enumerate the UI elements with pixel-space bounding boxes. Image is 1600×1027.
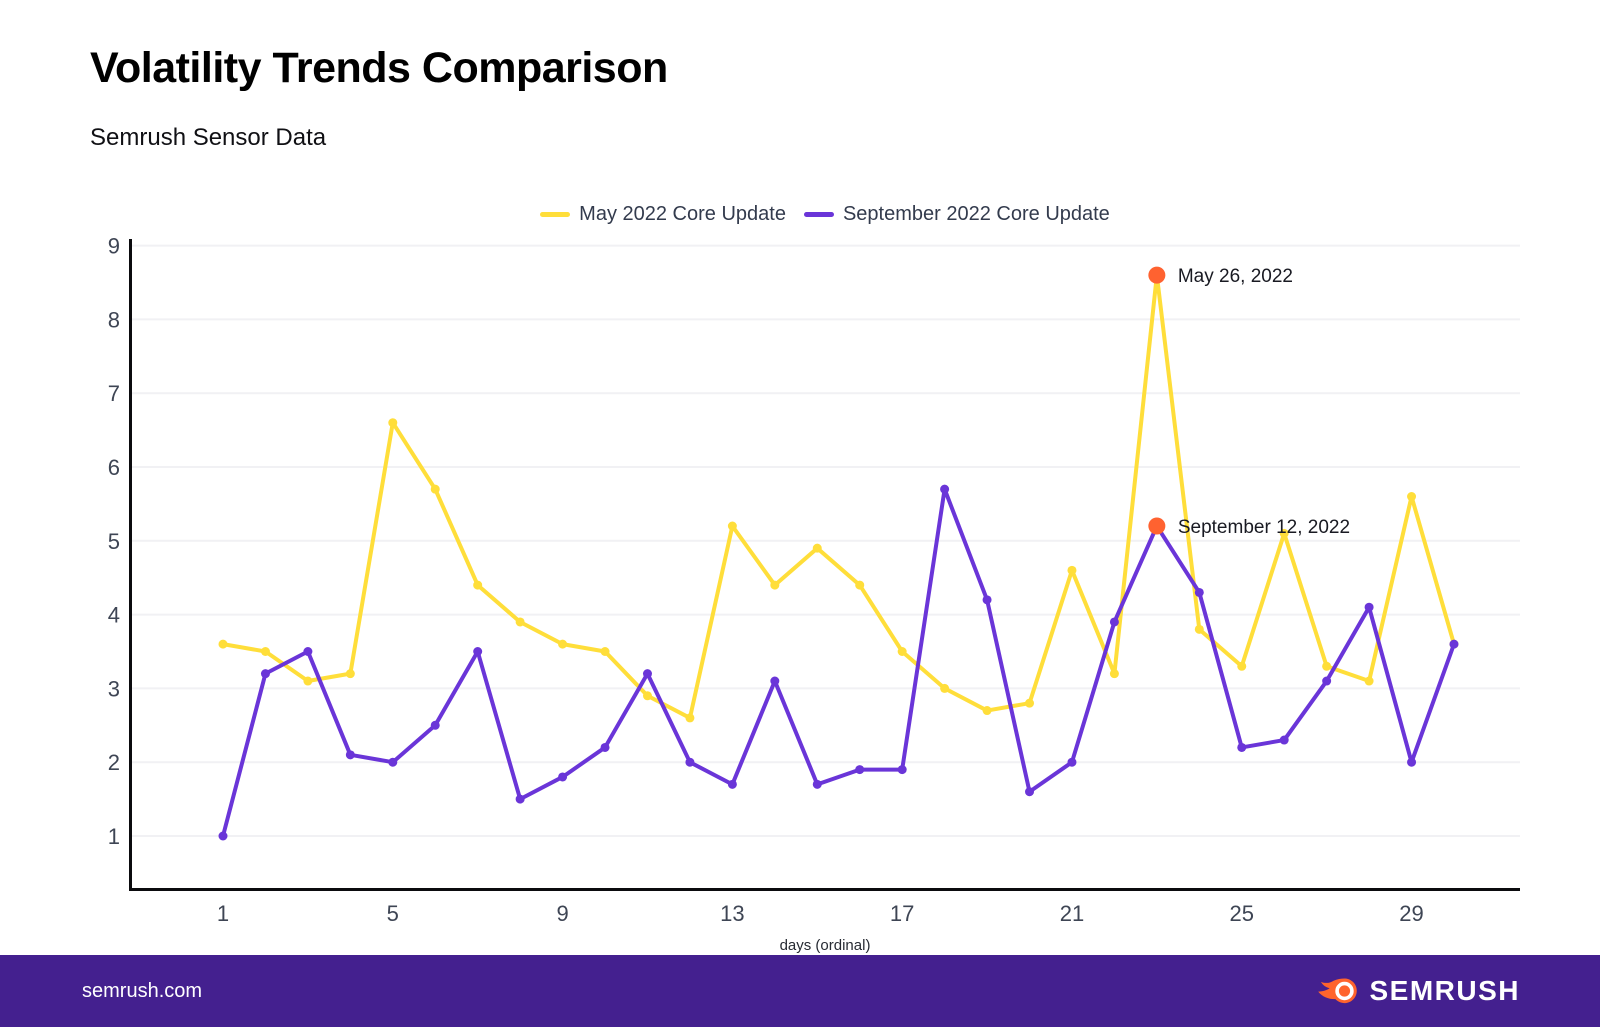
data-point-may-2022-core-update xyxy=(1279,528,1289,538)
data-point-september-2022-core-update xyxy=(982,595,992,605)
data-point-september-2022-core-update xyxy=(1025,787,1035,797)
data-point-may-2022-core-update xyxy=(1322,661,1332,671)
legend-swatch xyxy=(803,212,834,217)
data-point-september-2022-core-update xyxy=(1322,676,1332,686)
data-point-september-2022-core-update xyxy=(770,676,780,686)
footer-url: semrush.com xyxy=(82,979,203,1002)
data-point-may-2022-core-update xyxy=(260,647,270,656)
x-axis-label: 21 xyxy=(1060,901,1084,926)
data-point-september-2022-core-update xyxy=(558,772,568,782)
data-point-september-2022-core-update xyxy=(812,779,822,789)
page-title: Volatility Trends Comparison xyxy=(90,44,668,92)
data-point-september-2022-core-update xyxy=(1194,587,1204,597)
x-axis-label: 1 xyxy=(217,901,229,926)
x-axis-label: 25 xyxy=(1230,901,1254,926)
y-axis-label: 3 xyxy=(108,676,120,701)
x-axis-label: 5 xyxy=(387,901,399,926)
data-point-september-2022-core-update xyxy=(430,720,440,730)
legend-label: September 2022 Core Update xyxy=(842,203,1110,225)
data-point-september-2022-core-update xyxy=(1067,757,1077,767)
data-point-september-2022-core-update xyxy=(1279,735,1289,745)
data-point-may-2022-core-update xyxy=(558,639,568,649)
data-point-may-2022-core-update xyxy=(855,580,865,590)
data-point-september-2022-core-update xyxy=(388,757,398,767)
semrush-logo-icon xyxy=(1318,978,1358,1004)
data-point-september-2022-core-update xyxy=(345,750,355,760)
data-point-may-2022-core-update xyxy=(1364,676,1374,686)
data-point-may-2022-core-update xyxy=(388,418,398,428)
data-point-september-2022-core-update xyxy=(855,765,865,775)
chart-legend: May 2022 Core Update September 2022 Core … xyxy=(130,203,1520,226)
legend-item-may-2022-core-update: May 2022 Core Update xyxy=(540,203,786,226)
annotation-dot xyxy=(1148,266,1166,284)
data-point-may-2022-core-update xyxy=(727,521,737,531)
y-axis-label: 2 xyxy=(108,750,120,775)
data-point-may-2022-core-update xyxy=(770,580,780,590)
y-axis-label: 1 xyxy=(108,824,120,849)
data-point-september-2022-core-update xyxy=(1364,602,1374,612)
annotation-label: September 12, 2022 xyxy=(1178,517,1350,538)
data-point-september-2022-core-update xyxy=(897,765,907,775)
legend-item-september-2022-core-update: September 2022 Core Update xyxy=(803,203,1110,226)
semrush-logo-text: SEMRUSH xyxy=(1369,975,1520,1006)
data-point-may-2022-core-update xyxy=(1067,565,1077,575)
data-point-september-2022-core-update xyxy=(473,647,483,656)
data-point-may-2022-core-update xyxy=(812,543,822,553)
series-line-september-2022-core-update xyxy=(221,487,1456,838)
data-point-may-2022-core-update xyxy=(1194,624,1204,634)
y-axis-label: 8 xyxy=(108,307,120,332)
data-point-may-2022-core-update xyxy=(473,580,483,590)
data-point-september-2022-core-update xyxy=(727,779,737,789)
y-axis-label: 6 xyxy=(108,455,120,480)
footer: semrush.com SEMRUSH xyxy=(0,955,1600,1027)
data-point-may-2022-core-update xyxy=(982,706,992,716)
annotation-label: May 26, 2022 xyxy=(1178,266,1293,287)
data-point-may-2022-core-update xyxy=(1025,698,1035,708)
data-point-september-2022-core-update xyxy=(1407,757,1417,767)
y-axis-label: 5 xyxy=(108,529,120,554)
data-point-may-2022-core-update xyxy=(515,617,525,627)
data-point-may-2022-core-update xyxy=(303,676,313,686)
data-point-september-2022-core-update xyxy=(260,669,270,679)
data-point-may-2022-core-update xyxy=(430,484,440,494)
data-point-september-2022-core-update xyxy=(600,742,610,752)
x-axis-title: days (ordinal) xyxy=(780,937,871,954)
data-point-september-2022-core-update xyxy=(1449,639,1459,649)
x-axis-label: 17 xyxy=(890,901,914,926)
x-axis-label: 13 xyxy=(720,901,744,926)
data-point-may-2022-core-update xyxy=(218,639,228,649)
data-point-may-2022-core-update xyxy=(1237,661,1247,671)
y-axis-label: 4 xyxy=(108,603,120,628)
legend-label: May 2022 Core Update xyxy=(579,203,786,225)
line-chart: 1 2 3 4 5 6 7 8 9 1 5 9 13 17 21 25 29 days (ordinal) May … xyxy=(108,234,1520,954)
logo-ring xyxy=(1335,981,1355,1001)
data-point-may-2022-core-update xyxy=(1407,492,1417,502)
data-point-september-2022-core-update xyxy=(940,484,950,494)
data-point-september-2022-core-update xyxy=(1109,617,1119,627)
y-axis-label: 9 xyxy=(108,234,120,259)
page-subtitle: Semrush Sensor Data xyxy=(90,124,327,151)
series-line-may-2022-core-update xyxy=(221,273,1456,720)
data-point-september-2022-core-update xyxy=(218,831,228,841)
data-point-may-2022-core-update xyxy=(940,683,950,693)
data-point-september-2022-core-update xyxy=(642,669,652,679)
legend-swatch xyxy=(540,212,571,217)
data-point-september-2022-core-update xyxy=(303,647,313,656)
semrush-logo: SEMRUSH xyxy=(1317,975,1520,1007)
data-point-may-2022-core-update xyxy=(345,669,355,679)
data-point-may-2022-core-update xyxy=(897,647,907,656)
data-point-september-2022-core-update xyxy=(685,757,695,767)
annotation-dot xyxy=(1148,517,1166,535)
data-point-september-2022-core-update xyxy=(1237,742,1247,752)
data-point-may-2022-core-update xyxy=(642,691,652,701)
data-point-september-2022-core-update xyxy=(515,794,525,804)
x-axis-label: 9 xyxy=(556,901,568,926)
data-point-may-2022-core-update xyxy=(1109,669,1119,679)
y-axis-label: 7 xyxy=(108,381,120,406)
data-point-may-2022-core-update xyxy=(600,647,610,656)
x-axis-label: 29 xyxy=(1399,901,1423,926)
data-point-may-2022-core-update xyxy=(685,713,695,723)
